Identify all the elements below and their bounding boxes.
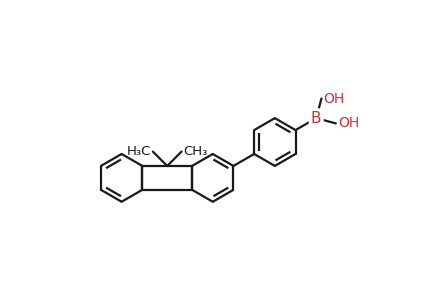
Text: CH₃: CH₃: [184, 145, 208, 158]
Text: H₃C: H₃C: [126, 145, 151, 158]
Text: B: B: [311, 111, 322, 126]
Text: OH: OH: [323, 92, 345, 106]
Text: OH: OH: [338, 116, 359, 130]
